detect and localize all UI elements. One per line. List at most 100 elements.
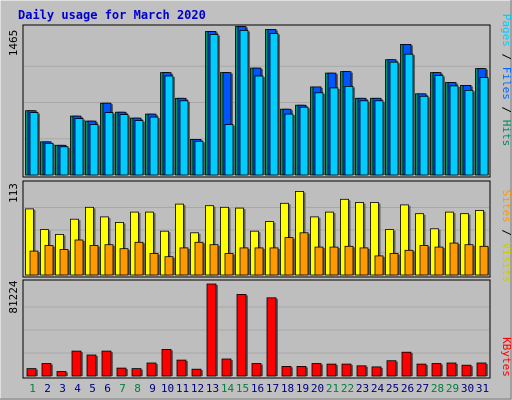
kbytes-bar	[161, 348, 172, 377]
kbytes-bar	[461, 364, 472, 377]
sites-bar	[269, 247, 279, 276]
kbytes-bar	[296, 365, 307, 377]
x-tick-label: 25	[386, 382, 399, 395]
x-tick-label: 15	[236, 382, 249, 395]
pages-bar	[419, 95, 429, 176]
x-tick-label: 2	[44, 382, 51, 395]
kbytes-bar	[236, 293, 247, 377]
kbytes-bar	[251, 363, 262, 377]
kbytes-bar	[266, 297, 277, 377]
kbytes-bar	[281, 365, 292, 377]
pages-bar	[359, 100, 369, 176]
pages-bar	[239, 30, 249, 176]
pages-bar	[449, 85, 459, 176]
visits-bar	[235, 207, 244, 276]
legend-kbytes: KBytes	[500, 337, 512, 377]
kbytes-bar	[356, 365, 367, 377]
pages-bar	[404, 53, 414, 176]
visits-bar	[310, 216, 319, 276]
pages-bar	[344, 86, 354, 176]
visits-bar	[160, 230, 169, 276]
pages-bar	[29, 112, 39, 176]
kbytes-bar	[116, 367, 127, 377]
x-tick-label: 29	[446, 382, 459, 395]
kbytes-bar	[446, 362, 457, 377]
pages-bar	[374, 100, 384, 176]
x-tick-label: 8	[134, 382, 141, 395]
x-tick-label: 4	[74, 382, 81, 395]
top-panel-max-label: 1465	[7, 30, 20, 57]
x-tick-label: 31	[476, 382, 489, 395]
x-tick-label: 28	[431, 382, 444, 395]
kbytes-bar	[206, 283, 217, 377]
visits-bar	[415, 213, 424, 276]
visits-bar	[355, 202, 364, 276]
visits-bar	[145, 211, 154, 276]
kbytes-bar	[146, 362, 157, 377]
pages-bar	[104, 112, 114, 176]
visits-bar	[370, 202, 379, 276]
kbytes-bar	[476, 362, 487, 377]
sites-bar	[284, 237, 294, 276]
kbytes-bar	[386, 360, 397, 377]
legend-files: Files	[500, 67, 512, 100]
legend-sites: Sites	[500, 190, 512, 223]
x-tick-label: 22	[341, 382, 354, 395]
sites-bar	[299, 232, 309, 276]
visits-bar	[400, 204, 409, 276]
kbytes-panel	[22, 279, 491, 379]
x-tick-label: 27	[416, 382, 429, 395]
pages-bar	[119, 114, 129, 176]
pages-bar	[329, 87, 339, 176]
pages-bar	[89, 124, 99, 176]
legend-pages: Pages	[500, 14, 512, 47]
x-axis-labels: 1 2 3 4 5 6 7 8 9 10 11 12 13 14 15 16 17 18 19 20 21 22 23 24 2…	[29, 382, 489, 395]
kbytes-bar	[221, 358, 232, 377]
sites-bar	[119, 248, 129, 276]
x-tick-label: 5	[89, 382, 96, 395]
visits-bar	[475, 210, 484, 276]
x-tick-label: 16	[251, 382, 264, 395]
sites-bar	[134, 241, 144, 276]
x-tick-label: 14	[221, 382, 235, 395]
visits-bar	[205, 205, 214, 276]
sites-bar	[149, 253, 159, 276]
x-tick-label: 7	[119, 382, 126, 395]
kbytes-bar	[71, 350, 82, 377]
pages-bar	[284, 113, 294, 176]
sites-bar	[89, 245, 99, 276]
pages-bar	[314, 92, 324, 176]
kbytes-bar	[401, 351, 412, 377]
sites-bar	[434, 246, 444, 276]
x-tick-label: 12	[191, 382, 204, 395]
pages-bar	[44, 142, 54, 176]
pages-bar	[149, 116, 159, 176]
kbytes-bar	[326, 363, 337, 377]
sites-bar	[404, 249, 414, 276]
pages-bar	[269, 33, 279, 176]
x-tick-label: 30	[461, 382, 474, 395]
pages-bar	[254, 75, 264, 176]
bot-panel-max-label: 81224	[7, 280, 20, 313]
sites-bar	[389, 253, 399, 276]
pages-bar	[194, 140, 204, 176]
sites-bar	[29, 250, 39, 276]
sites-bar	[164, 256, 174, 276]
pages-bar	[134, 120, 144, 176]
sites-bar	[224, 253, 234, 276]
pages-bar	[59, 146, 69, 176]
x-tick-label: 10	[161, 382, 174, 395]
mid-panel-legend: Sites / Visits	[500, 190, 512, 283]
x-tick-label: 17	[266, 382, 279, 395]
sites-bar	[359, 247, 369, 276]
sites-bar	[344, 245, 354, 276]
chart-title: Daily usage for March 2020	[18, 8, 206, 22]
x-tick-label: 6	[104, 382, 111, 395]
visits-bar	[85, 206, 94, 276]
x-tick-label: 13	[206, 382, 219, 395]
kbytes-bar	[101, 350, 112, 377]
pages-bar	[389, 61, 399, 176]
pages-bar	[299, 106, 309, 176]
visits-bar	[220, 206, 229, 276]
